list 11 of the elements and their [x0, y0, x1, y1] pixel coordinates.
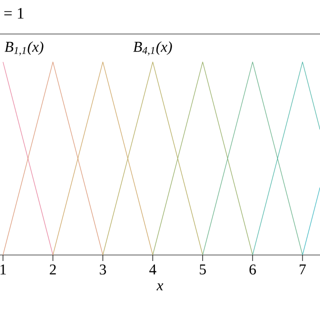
chart-title: = 1 [4, 8, 24, 18]
x-tick-label: 6 [250, 264, 256, 275]
annotation: B$_{1,1}$(x) [4, 41, 44, 56]
x-tick-label: 7 [300, 264, 306, 274]
x-tick-label: 2 [50, 264, 56, 274]
x-axis-title: x [156, 283, 164, 290]
x-tick-label: 1 [0, 264, 6, 274]
x-tick-label: 3 [100, 264, 106, 275]
x-tick-label: 5 [200, 264, 206, 274]
annotation: B$_{4,1}$(x) [133, 41, 172, 56]
x-tick-label: 4 [149, 264, 156, 274]
